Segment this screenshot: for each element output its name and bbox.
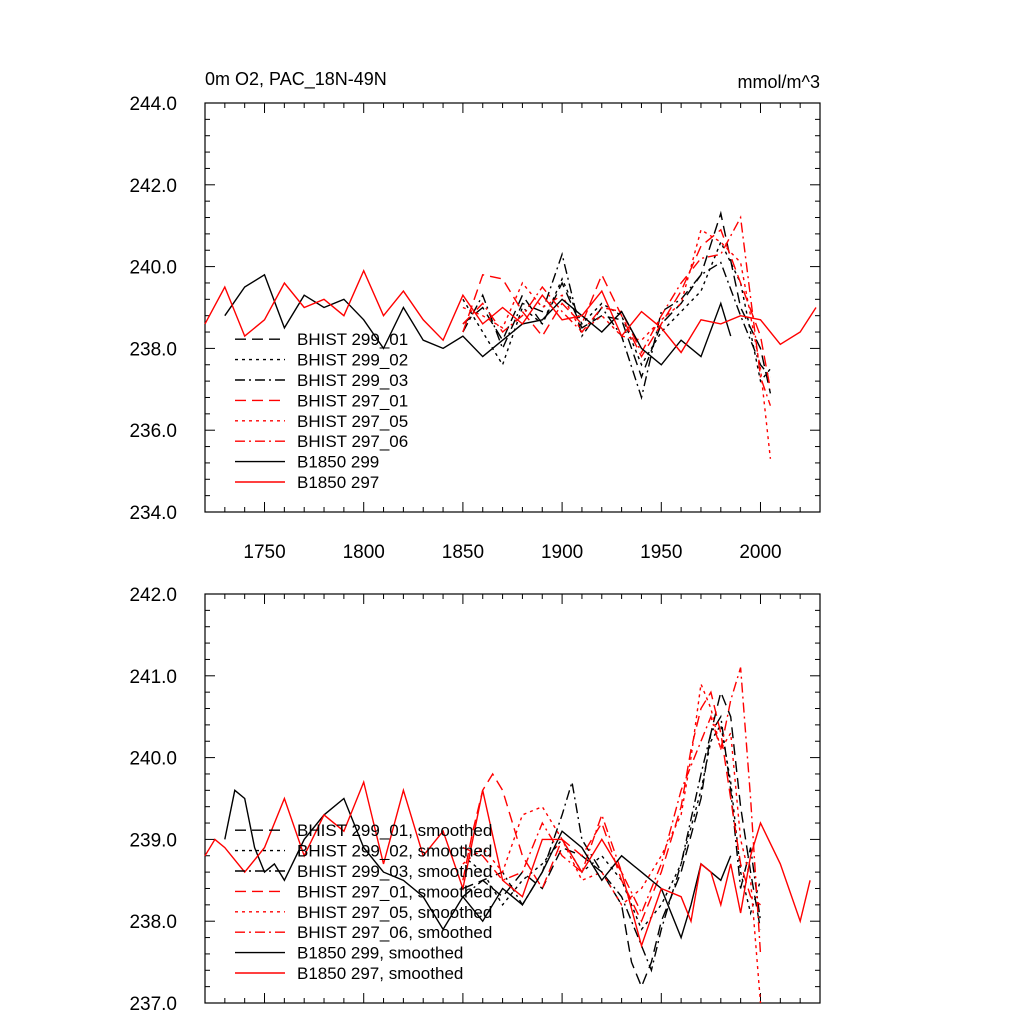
x-tick-label: 1850 [442,542,484,563]
legend-label: BHIST 299_03, smoothed [297,862,492,881]
y-tick-label: 238.0 [129,339,177,360]
series-line [462,689,762,989]
y-tick-label: 242.0 [129,585,177,606]
legend-label: BHIST 297_01, smoothed [297,882,492,901]
series-line [462,722,762,931]
legend-label: B1850 297 [297,473,379,492]
legend-label: BHIST 297_05, smoothed [297,903,492,922]
y-tick-label: 241.0 [129,667,177,688]
legend-label: BHIST 297_06 [297,432,408,451]
bottom-panel: 237.0 238.0 239.0 240.0 241.0 242.0 BHIST 299_… [129,585,821,1015]
x-tick-label: 1750 [243,542,285,563]
x-tick-label: 1950 [640,542,682,563]
y-tick-label: 244.0 [129,94,177,115]
y-tick-label: 238.0 [129,912,177,933]
chart-title: 0m O2, PAC_18N-49N [205,69,387,90]
legend-label: BHIST 297_01 [297,391,408,410]
y-tick-label: 240.0 [129,749,177,770]
top-panel: 0m O2, PAC_18N-49N mmol/m^3 234.0 236.0 23… [129,69,821,563]
legend-label: BHIST 297_06, smoothed [297,923,492,942]
x-tick-label: 1800 [343,542,385,563]
series-line [204,268,817,354]
y-tick-label: 242.0 [129,176,177,197]
units-label: mmol/m^3 [738,72,820,92]
series-line [224,789,732,940]
legend-label: BHIST 299_02 [297,351,408,370]
plot-frame [204,593,821,1004]
x-tick-label: 2000 [739,542,781,563]
legend-label: B1850 297, smoothed [297,964,463,983]
y-tick-label: 234.0 [129,503,177,524]
legend-label: B1850 299, smoothed [297,944,463,963]
series-line [204,779,811,949]
legend-label: BHIST 299_02, smoothed [297,842,492,861]
series-line [462,681,762,1004]
series-line [462,228,772,390]
y-tick-label: 237.0 [129,994,177,1015]
plot-frame [204,102,821,513]
legend-label: BHIST 299_03 [297,371,408,390]
series-line [462,215,772,406]
series-line [462,690,761,923]
legend-label: BHIST 297_05 [297,412,408,431]
series-line [462,667,762,954]
x-tick-label: 1900 [541,542,583,563]
series-line [462,240,771,383]
y-tick-label: 239.0 [129,830,177,851]
y-tick-label: 240.0 [129,258,177,279]
y-tick-label: 236.0 [129,421,177,442]
series-line [462,228,772,459]
legend-label: BHIST 299_01 [297,330,408,349]
legend-label: B1850 299 [297,453,379,472]
series-line [224,273,732,366]
legend-label: BHIST 299_01, smoothed [297,821,492,840]
series-line [462,210,772,394]
